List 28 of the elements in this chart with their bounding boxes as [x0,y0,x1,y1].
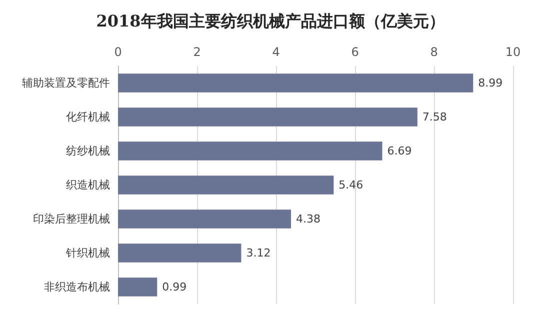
y-tick-label: 纺纱机械 [66,144,110,158]
y-tick-label: 针织机械 [65,246,110,260]
x-tick-label: 0 [114,45,122,59]
y-tick-label: 织造机械 [66,178,110,192]
x-tick-label: 2 [193,45,201,59]
data-label: 0.99 [162,280,187,294]
bar [118,244,242,262]
bar [118,142,382,160]
data-label: 6.69 [387,144,412,158]
y-tick-label: 非织造布机械 [44,280,110,294]
x-tick-label: 10 [505,45,521,59]
x-tick-label: 8 [430,45,438,59]
x-tick-label: 4 [272,45,280,59]
y-tick-label: 印染后整理机械 [33,212,110,226]
data-label: 5.46 [338,178,364,192]
y-tick-label: 辅助装置及零配件 [22,76,110,90]
y-tick-label: 化纤机械 [66,110,110,124]
bar [118,278,158,296]
data-label: 3.12 [246,246,271,260]
data-label: 7.58 [422,110,447,124]
data-label: 8.99 [478,76,503,90]
data-label: 4.38 [296,212,321,226]
bar [118,176,334,194]
bar [118,74,474,92]
chart-title: 2018年我国主要纺织机械产品进口额（亿美元） [96,12,445,30]
bar [118,210,292,228]
x-tick-label: 6 [351,45,359,59]
bar [118,108,418,126]
